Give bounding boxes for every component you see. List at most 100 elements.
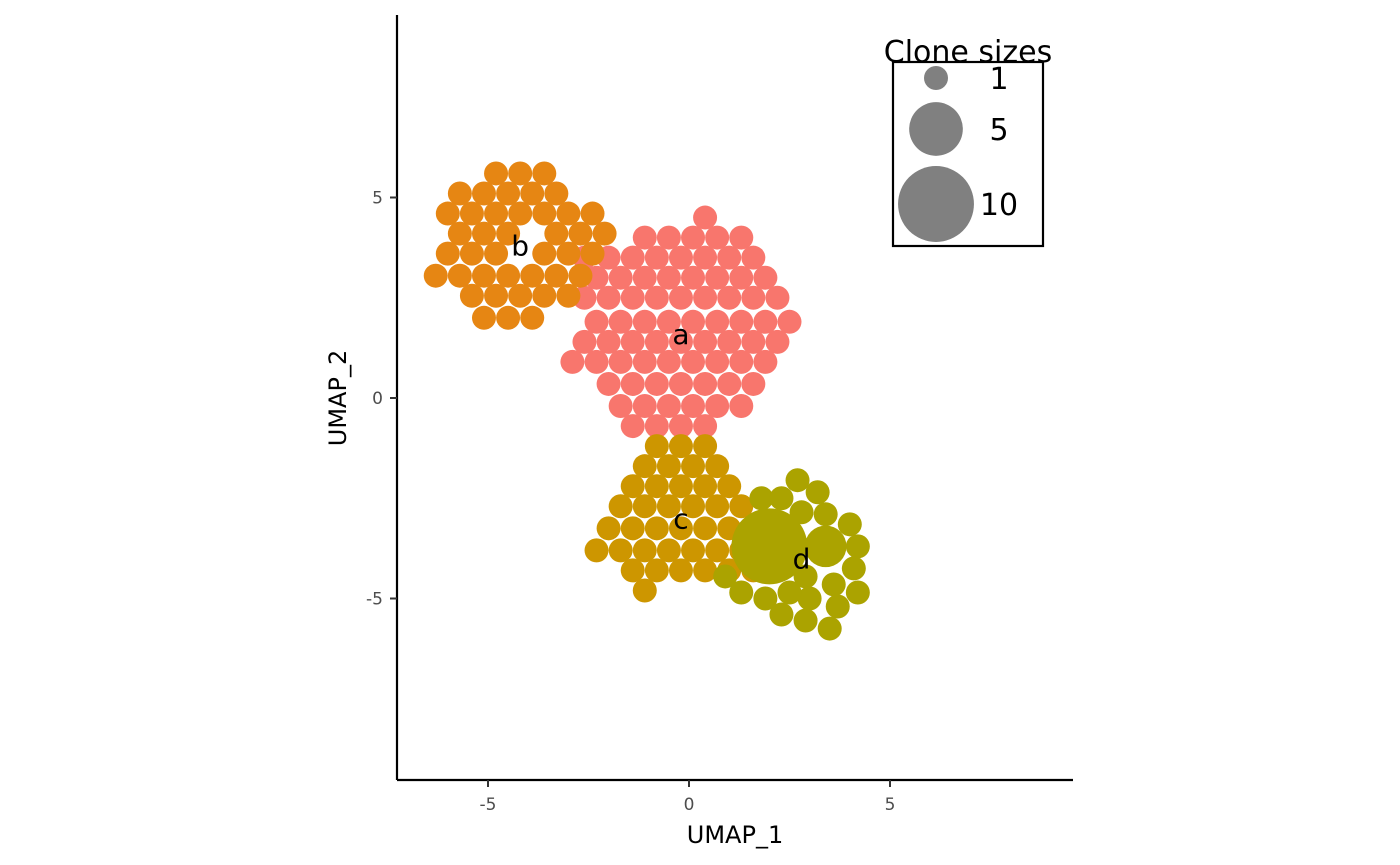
- y-tick-label: 0: [372, 389, 383, 409]
- clone-point: [717, 329, 742, 354]
- clone-point: [423, 263, 448, 288]
- clone-point: [632, 394, 657, 419]
- clone-point: [693, 285, 718, 310]
- clone-point: [705, 538, 730, 563]
- clone-point: [632, 538, 657, 563]
- clone-point: [620, 474, 645, 499]
- clone-point: [693, 434, 718, 459]
- clone-point: [568, 221, 593, 246]
- clone-point: [741, 371, 766, 396]
- clone-point: [580, 201, 605, 226]
- clone-point: [741, 245, 766, 270]
- clone-point: [668, 371, 693, 396]
- clone-point: [596, 516, 621, 541]
- clone-point: [484, 201, 509, 226]
- clone-point: [668, 285, 693, 310]
- clone-point: [777, 309, 802, 334]
- clone-point: [520, 263, 545, 288]
- clone-point: [821, 572, 846, 597]
- clone-point: [568, 263, 593, 288]
- clone-point: [447, 221, 472, 246]
- clone-point: [668, 329, 693, 354]
- y-axis-ticks: -5 0 5: [366, 189, 397, 610]
- clone-point: [693, 245, 718, 270]
- clone-point: [656, 454, 681, 479]
- clone-point: [644, 285, 669, 310]
- y-tick-label: -5: [366, 590, 383, 610]
- clone-point: [681, 494, 706, 519]
- clone-point: [459, 201, 484, 226]
- clone-point: [668, 414, 693, 439]
- clone-point: [532, 201, 557, 226]
- clone-point: [620, 414, 645, 439]
- clone-point: [729, 494, 754, 519]
- x-tick-label: -5: [480, 795, 497, 815]
- clone-point: [508, 283, 533, 308]
- clone-point: [580, 241, 605, 266]
- clone-point: [459, 283, 484, 308]
- clone-point: [632, 454, 657, 479]
- clone-point: [608, 265, 633, 290]
- clone-point: [596, 329, 621, 354]
- clone-point: [435, 201, 460, 226]
- clone-point: [805, 480, 830, 505]
- clone-point: [765, 285, 790, 310]
- clone-point: [753, 586, 778, 611]
- clone-points: [423, 161, 870, 641]
- clone-point: [729, 349, 754, 374]
- clone-point: [620, 329, 645, 354]
- cluster-d-points: [713, 468, 870, 641]
- clone-point: [644, 516, 669, 541]
- clone-point: [681, 309, 706, 334]
- x-axis-title: UMAP_1: [687, 821, 783, 849]
- y-tick-label: 5: [372, 189, 383, 209]
- cluster-b-points: [423, 161, 617, 330]
- clone-point: [681, 349, 706, 374]
- clone-point: [520, 305, 545, 330]
- clone-point: [656, 265, 681, 290]
- clone-point: [693, 414, 718, 439]
- clone-point: [741, 329, 766, 354]
- clone-point: [765, 329, 790, 354]
- clone-point: [837, 512, 862, 537]
- clone-point: [471, 181, 496, 206]
- clone-point: [544, 263, 569, 288]
- cluster-label-d: d: [793, 542, 811, 575]
- clone-point: [532, 161, 557, 186]
- clone-point: [769, 486, 794, 511]
- clone-point: [668, 474, 693, 499]
- legend-size-key: [924, 66, 948, 90]
- clone-point: [717, 371, 742, 396]
- clone-point: [572, 329, 597, 354]
- clone-point: [777, 580, 802, 605]
- clone-point: [632, 265, 657, 290]
- clone-point: [584, 309, 609, 334]
- cluster-labels: a b c d: [511, 230, 810, 576]
- clone-point: [705, 349, 730, 374]
- clone-point: [693, 474, 718, 499]
- clone-point: [656, 538, 681, 563]
- clone-point: [717, 285, 742, 310]
- clone-point: [544, 221, 569, 246]
- clone-point: [496, 221, 521, 246]
- clone-point: [681, 538, 706, 563]
- clone-point: [556, 283, 581, 308]
- clone-point: [608, 349, 633, 374]
- clone-point: [496, 305, 521, 330]
- clone-point: [749, 486, 774, 511]
- clone-point: [556, 241, 581, 266]
- clone-point: [596, 285, 621, 310]
- clone-point: [705, 394, 730, 419]
- clone-point: [845, 580, 870, 605]
- clone-point: [632, 578, 657, 603]
- clone-point: [785, 468, 810, 493]
- clone-point: [471, 263, 496, 288]
- clone-point: [484, 283, 509, 308]
- clone-point: [705, 225, 730, 250]
- clone-point: [681, 454, 706, 479]
- clone-point: [644, 245, 669, 270]
- clone-point: [459, 241, 484, 266]
- cluster-label-c: c: [673, 502, 688, 535]
